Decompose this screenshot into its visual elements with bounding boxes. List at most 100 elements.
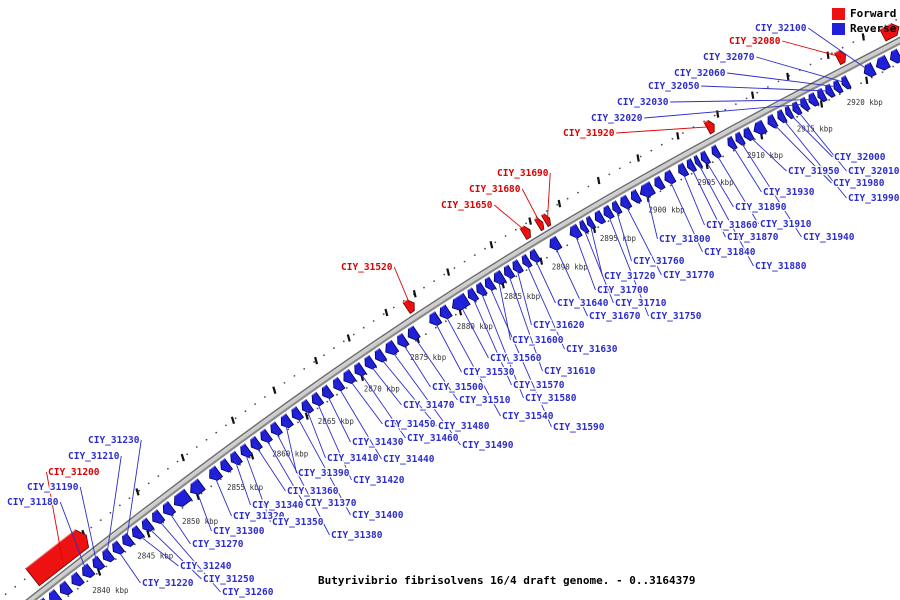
gene-label-CIY_31710[interactable]: CIY_31710 <box>614 297 668 311</box>
gene-label-CIY_31920[interactable]: CIY_31920 <box>562 127 616 141</box>
gene-arrow-unlabeled[interactable] <box>654 175 666 191</box>
gene-label-CIY_31430[interactable]: CIY_31430 <box>351 436 405 450</box>
gene-label-CIY_31490[interactable]: CIY_31490 <box>461 439 515 453</box>
gene-label-CIY_31270[interactable]: CIY_31270 <box>191 538 245 552</box>
gene-label-CIY_31540[interactable]: CIY_31540 <box>501 410 555 424</box>
gene-label-CIY_31460[interactable]: CIY_31460 <box>406 432 460 446</box>
gene-arrow-CIY_31460[interactable] <box>354 362 367 377</box>
gene-label-CIY_32070[interactable]: CIY_32070 <box>702 51 756 65</box>
gene-label-CIY_32010[interactable]: CIY_32010 <box>847 165 900 179</box>
gene-label-CIY_31720[interactable]: CIY_31720 <box>603 270 657 284</box>
gene-label-CIY_31190[interactable]: CIY_31190 <box>26 481 80 495</box>
gene-label-CIY_31940[interactable]: CIY_31940 <box>802 231 856 245</box>
gene-label-CIY_31450[interactable]: CIY_31450 <box>383 418 437 432</box>
gene-arrow-CIY_31720[interactable] <box>586 215 597 230</box>
gene-arrow-unlabeled[interactable] <box>889 48 900 64</box>
gene-arrow-unlabeled[interactable] <box>220 458 234 473</box>
gene-label-CIY_31770[interactable]: CIY_31770 <box>662 269 716 283</box>
gene-label-CIY_31380[interactable]: CIY_31380 <box>330 529 384 543</box>
gene-label-CIY_31600[interactable]: CIY_31600 <box>511 334 565 348</box>
gene-arrow-CIY_31270[interactable] <box>162 501 177 516</box>
gene-label-CIY_32060[interactable]: CIY_32060 <box>673 67 727 81</box>
gene-label-CIY_31370[interactable]: CIY_31370 <box>304 497 358 511</box>
gene-arrow-CIY_31940[interactable] <box>735 131 746 146</box>
gene-label-CIY_31350[interactable]: CIY_31350 <box>271 516 325 530</box>
gene-arrow-CIY_31670[interactable] <box>549 235 563 251</box>
gene-arrow-CIY_31500[interactable] <box>397 332 410 348</box>
gene-arrow-CIY_31540[interactable] <box>439 304 453 320</box>
gene-arrow-unlabeled[interactable] <box>630 189 643 204</box>
gene-label-CIY_32080[interactable]: CIY_32080 <box>728 35 782 49</box>
gene-label-CIY_31980[interactable]: CIY_31980 <box>832 177 886 191</box>
gene-label-CIY_31390[interactable]: CIY_31390 <box>297 467 351 481</box>
gene-label-CIY_31560[interactable]: CIY_31560 <box>489 352 543 366</box>
gene-label-CIY_31650[interactable]: CIY_31650 <box>440 199 494 213</box>
gene-arrow-CIY_31440[interactable] <box>332 376 346 392</box>
gene-label-CIY_31470[interactable]: CIY_31470 <box>402 399 456 413</box>
gene-arrow-CIY_32030[interactable] <box>808 92 820 107</box>
gene-label-CIY_31580[interactable]: CIY_31580 <box>524 392 578 406</box>
gene-label-CIY_31620[interactable]: CIY_31620 <box>532 319 586 333</box>
gene-arrow-CIY_31480[interactable] <box>374 348 388 363</box>
gene-arrow-CIY_31990[interactable] <box>777 108 788 124</box>
gene-arrow-CIY_31180[interactable] <box>82 563 96 578</box>
gene-label-CIY_31860[interactable]: CIY_31860 <box>705 219 759 233</box>
gene-label-CIY_31210[interactable]: CIY_31210 <box>67 450 121 464</box>
gene-arrow-CIY_31770[interactable] <box>620 194 633 210</box>
gene-arrow-CIY_31450[interactable] <box>343 369 357 384</box>
gene-label-CIY_31700[interactable]: CIY_31700 <box>596 284 650 298</box>
gene-label-CIY_31480[interactable]: CIY_31480 <box>437 420 491 434</box>
gene-arrow-CIY_32080[interactable] <box>833 50 847 66</box>
gene-label-CIY_31570[interactable]: CIY_31570 <box>512 379 566 393</box>
gene-arrow-CIY_31530[interactable] <box>429 311 443 327</box>
gene-arrow-CIY_31350[interactable] <box>240 443 253 458</box>
gene-label-CIY_31440[interactable]: CIY_31440 <box>382 453 436 467</box>
gene-arrow-unlabeled[interactable] <box>875 54 891 71</box>
gene-arrow-CIY_31360[interactable] <box>250 435 263 451</box>
gene-label-CIY_32030[interactable]: CIY_32030 <box>616 96 670 110</box>
gene-arrow-CIY_31690[interactable] <box>540 213 552 228</box>
gene-arrow-unlabeled[interactable] <box>594 209 607 225</box>
gene-arrow-CIY_31620[interactable] <box>512 259 524 274</box>
gene-label-CIY_32050[interactable]: CIY_32050 <box>647 80 701 94</box>
gene-arrow-CIY_31300[interactable] <box>190 478 206 495</box>
gene-arrow-CIY_31340[interactable] <box>230 450 243 466</box>
gene-arrow-CIY_31800[interactable] <box>639 181 656 198</box>
gene-label-CIY_32000[interactable]: CIY_32000 <box>833 151 887 165</box>
gene-arrow-CIY_31490[interactable] <box>385 339 400 356</box>
gene-label-CIY_31320[interactable]: CIY_31320 <box>232 510 286 524</box>
gene-label-CIY_31250[interactable]: CIY_31250 <box>202 573 256 587</box>
gene-label-CIY_31410[interactable]: CIY_31410 <box>326 452 380 466</box>
gene-label-CIY_32020[interactable]: CIY_32020 <box>590 112 644 126</box>
gene-label-CIY_31880[interactable]: CIY_31880 <box>754 260 808 274</box>
gene-label-CIY_31230[interactable]: CIY_31230 <box>87 434 141 448</box>
gene-arrow-unlabeled[interactable] <box>173 488 193 507</box>
gene-arrow-unlabeled[interactable] <box>59 580 74 596</box>
gene-label-CIY_31340[interactable]: CIY_31340 <box>251 499 305 513</box>
gene-label-CIY_31520[interactable]: CIY_31520 <box>340 261 394 275</box>
gene-arrow-CIY_31600[interactable] <box>493 269 507 285</box>
gene-label-CIY_31180[interactable]: CIY_31180 <box>6 496 60 510</box>
gene-label-CIY_31500[interactable]: CIY_31500 <box>431 381 485 395</box>
gene-arrow-CIY_31200[interactable] <box>25 529 90 587</box>
gene-label-CIY_32100[interactable]: CIY_32100 <box>754 22 808 36</box>
gene-label-CIY_31510[interactable]: CIY_31510 <box>458 394 512 408</box>
gene-arrow-CIY_32050[interactable] <box>825 83 836 98</box>
gene-arrow-CIY_31880[interactable] <box>693 154 704 169</box>
gene-arrow-CIY_31930[interactable] <box>727 135 738 150</box>
gene-arrow-CIY_31210[interactable] <box>102 547 116 563</box>
gene-label-CIY_31530[interactable]: CIY_31530 <box>462 366 516 380</box>
gene-arrow-CIY_31220[interactable] <box>112 540 126 555</box>
gene-arrow-CIY_31680[interactable] <box>533 217 545 232</box>
gene-label-CIY_31360[interactable]: CIY_31360 <box>286 485 340 499</box>
gene-arrow-CIY_31510[interactable] <box>407 325 421 341</box>
gene-arrow-CIY_31870[interactable] <box>686 158 698 173</box>
gene-label-CIY_31950[interactable]: CIY_31950 <box>787 165 841 179</box>
gene-label-CIY_31240[interactable]: CIY_31240 <box>179 560 233 574</box>
gene-arrow-CIY_31890[interactable] <box>700 150 712 165</box>
gene-arrow-CIY_31470[interactable] <box>364 355 377 370</box>
gene-label-CIY_31680[interactable]: CIY_31680 <box>468 183 522 197</box>
gene-label-CIY_31420[interactable]: CIY_31420 <box>352 474 406 488</box>
gene-arrow-CIY_31370[interactable] <box>260 428 273 444</box>
gene-arrow-unlabeled[interactable] <box>817 87 828 103</box>
